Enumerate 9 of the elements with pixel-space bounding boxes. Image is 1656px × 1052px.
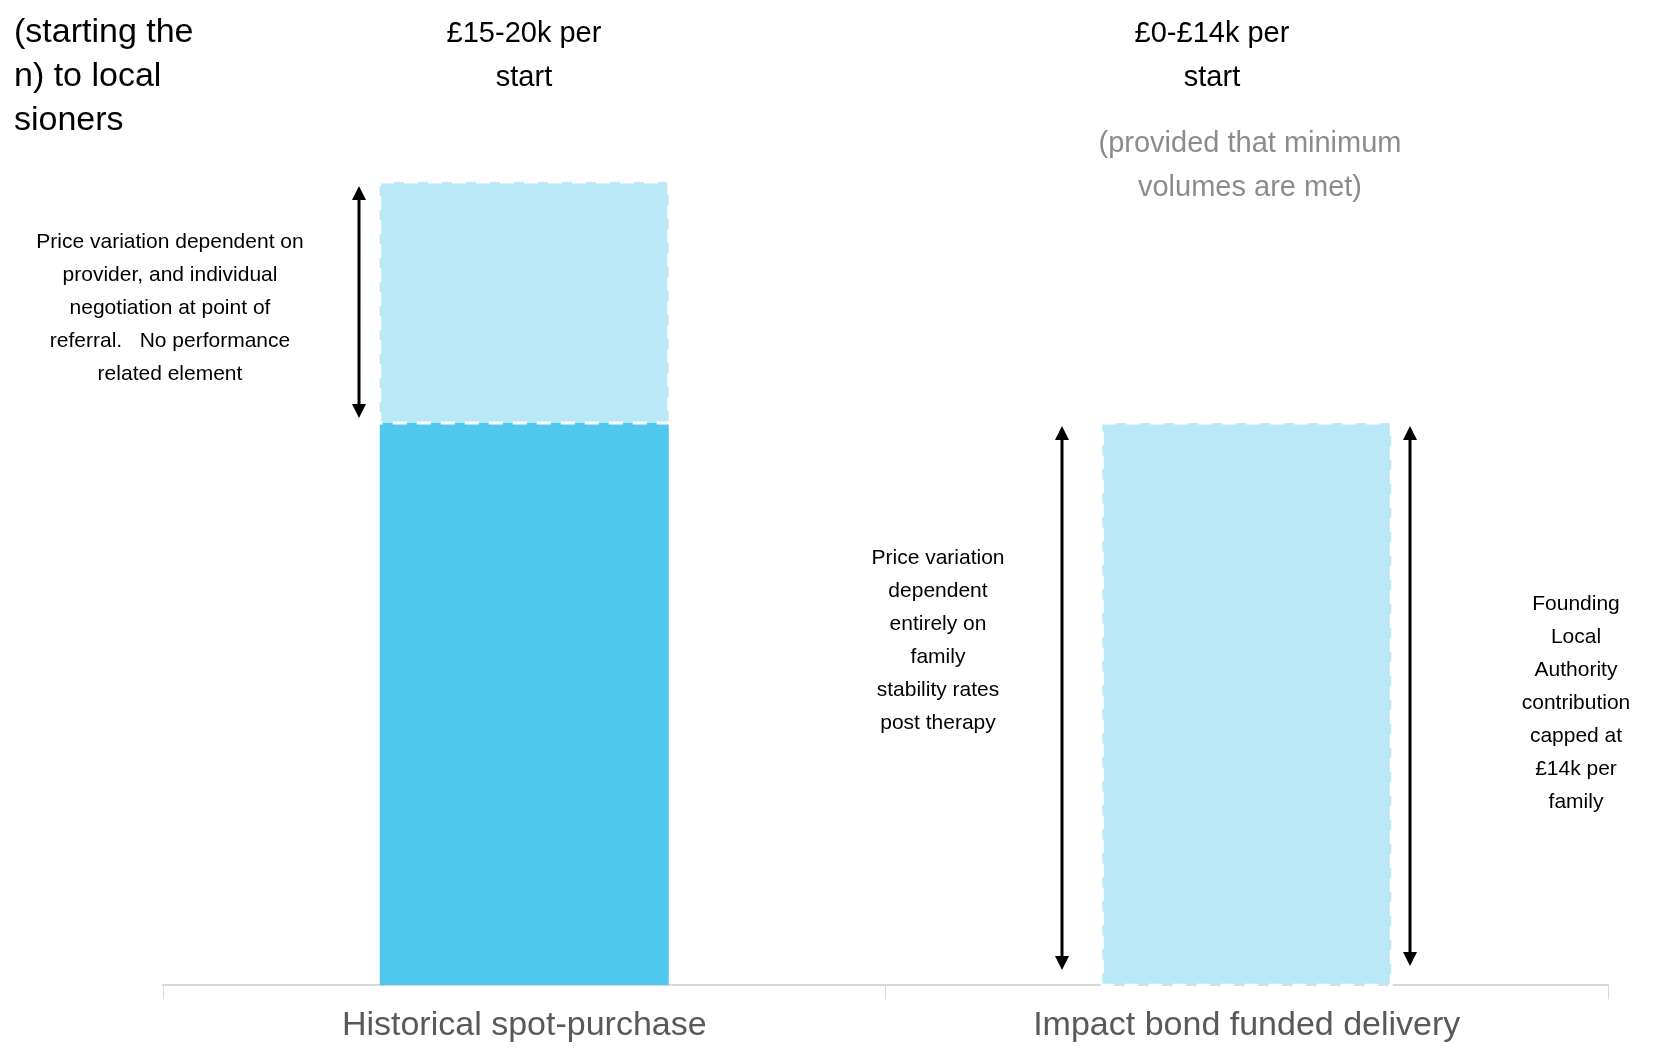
annotation: Price variation dependent on provider, and individual negotiation at point of referral. No performance related element: [35, 228, 305, 386]
annotation: Founding Local Authority contribution capped at £14k per family: [1520, 590, 1632, 814]
chart-title: (starting the n) to local sioners: [14, 10, 194, 139]
annotation: (provided that minimum volumes are met): [1097, 125, 1403, 204]
annotation: Price variation dependent entirely on family stability rates post therapy: [870, 544, 1006, 735]
text: £15-20k per start: [445, 15, 603, 94]
text: £0-£14k per start: [1133, 15, 1291, 94]
x-tick-label: Impact bond funded delivery: [1033, 1003, 1461, 1042]
x-tick-label: Historical spot-purchase: [341, 1003, 707, 1042]
